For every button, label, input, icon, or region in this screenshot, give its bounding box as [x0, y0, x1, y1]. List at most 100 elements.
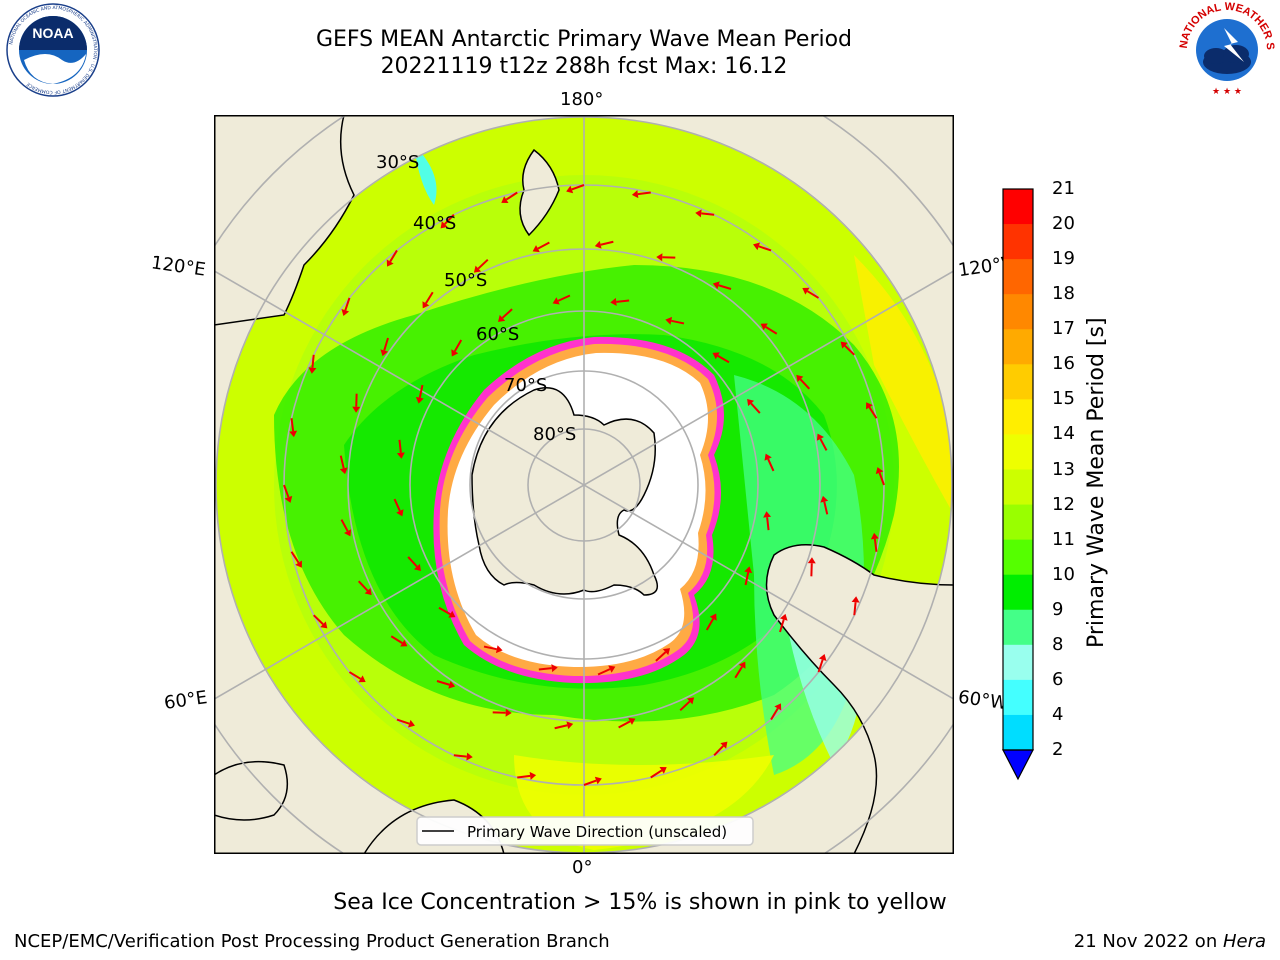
- wave-arrow: [583, 779, 597, 786]
- wave-arrow: [438, 606, 451, 616]
- map-legend: Primary Wave Direction (unscaled): [416, 816, 754, 846]
- wave-arrowhead: [774, 703, 782, 711]
- footer-branch: NCEP/EMC/Verification Post Processing Pr…: [14, 931, 610, 952]
- wave-arrowhead: [505, 708, 512, 717]
- colorbar-tick-label: 8: [1052, 633, 1064, 655]
- wave-arrow: [655, 651, 667, 662]
- colorbar-swatch: [1003, 504, 1033, 541]
- chart-title: GEFS MEAN Antarctic Primary Wave Mean Pe…: [315, 27, 853, 52]
- wave-arrowhead: [709, 613, 717, 621]
- wave-arrow: [873, 538, 878, 552]
- wave-arrow: [744, 572, 750, 586]
- wave-arrow: [393, 498, 401, 512]
- wave-arrowhead: [875, 467, 884, 475]
- wave-arrowhead: [284, 495, 293, 503]
- colorbar-swatch: [1003, 609, 1033, 646]
- wave-arrowhead: [712, 352, 720, 360]
- wave-arrowhead: [408, 719, 415, 728]
- wave-arrowhead: [662, 648, 670, 656]
- wave-arrowhead: [501, 196, 509, 203]
- wave-arrowhead: [466, 752, 473, 761]
- wave-arrow: [616, 299, 630, 303]
- wave-arrowhead: [495, 645, 503, 654]
- wave-arrowhead: [796, 374, 804, 383]
- antarctica-continent: [471, 387, 659, 596]
- wave-arrowhead: [498, 314, 506, 322]
- wave-arrow: [477, 258, 489, 270]
- wave-arrow: [718, 284, 732, 290]
- wave-arrowhead: [551, 664, 558, 673]
- wave-arrow: [483, 645, 497, 651]
- colorbar: [1002, 188, 1034, 781]
- wave-arrow: [436, 680, 450, 686]
- wave-arrowhead: [364, 587, 372, 596]
- colorbar-swatch: [1003, 539, 1033, 576]
- wave-arrowhead: [295, 560, 302, 568]
- wave-arrowhead: [451, 349, 459, 357]
- colorbar-tick-label: 19: [1052, 248, 1075, 270]
- wave-arrowhead: [440, 221, 448, 229]
- wave-arrowhead: [610, 297, 617, 306]
- wave-arrow: [313, 614, 324, 625]
- wave-arrow: [671, 319, 685, 325]
- wave-arrow: [705, 618, 715, 631]
- wave-arrowhead: [840, 341, 848, 349]
- colorbar-tick-label: 12: [1052, 493, 1075, 515]
- wave-arrowhead: [344, 529, 352, 537]
- colorbar-tick-label: 10: [1052, 563, 1075, 585]
- colorbar-swatch: [1003, 294, 1033, 330]
- meridian-label-120e: 120°E: [149, 252, 207, 281]
- meridian-label-180: 180°: [560, 89, 604, 110]
- wave-arrow: [340, 519, 349, 532]
- wave-arrow: [868, 406, 878, 419]
- wave-arrowhead: [820, 495, 829, 503]
- colorbar-swatch: [1003, 574, 1033, 611]
- colorbar-swatch: [1003, 329, 1033, 365]
- sea-ice-note: Sea Ice Concentration > 15% is shown in …: [333, 890, 947, 915]
- wave-arrow: [679, 700, 691, 712]
- wave-arrowhead: [779, 613, 788, 621]
- wave-arrowhead: [712, 281, 720, 290]
- colorbar-tick-label: 2: [1052, 739, 1064, 760]
- wave-arrow: [505, 191, 518, 201]
- wave-arrow: [290, 551, 300, 564]
- wave-arrow: [765, 326, 778, 335]
- colorbar-tick-label: 17: [1052, 318, 1075, 340]
- wave-arrow: [878, 472, 885, 486]
- meridian-label-60e: 60°E: [162, 687, 209, 714]
- wave-arrow: [389, 249, 398, 263]
- wave-arrow: [618, 720, 631, 729]
- wave-arrow: [339, 455, 345, 469]
- noaa-logo-icon: NOAA NATIONAL OCEANIC AND ATMOSPHERIC AD…: [6, 3, 100, 97]
- wave-arrowhead: [760, 323, 768, 331]
- wave-arrowhead: [594, 240, 602, 249]
- colorbar-swatch: [1003, 469, 1033, 506]
- wave-arrowhead: [386, 259, 394, 267]
- wave-arrowhead: [818, 654, 827, 661]
- wave-arrowhead: [400, 639, 408, 647]
- wave-arrow: [819, 438, 828, 451]
- wave-arrowhead: [473, 265, 482, 273]
- wave-arrow: [453, 754, 467, 758]
- colorbar-swatch: [1003, 679, 1033, 716]
- wave-arrowhead: [529, 771, 537, 780]
- lat-label-70s: 70°S: [504, 375, 548, 396]
- colorbar-under-arrow: [1002, 749, 1034, 781]
- wave-arrowhead: [608, 665, 616, 673]
- wave-arrowhead: [422, 301, 430, 309]
- colorbar-tick-label: 16: [1052, 353, 1075, 375]
- colorbar-tick-label: 9: [1052, 598, 1064, 620]
- wave-arrow: [823, 501, 829, 515]
- colorbar-swatch: [1003, 224, 1033, 260]
- wave-arrowhead: [866, 402, 873, 410]
- wave-arrow: [357, 580, 369, 592]
- wave-arrowhead: [738, 661, 746, 669]
- wave-arrow: [799, 378, 811, 390]
- wave-arrowhead: [802, 287, 810, 295]
- wave-arrow: [537, 241, 550, 250]
- wave-arrowhead: [659, 767, 667, 774]
- colorbar-tick-label: 21: [1052, 178, 1075, 199]
- wave-arrowhead: [695, 209, 702, 218]
- wave-arrow: [383, 337, 389, 351]
- wave-arrowhead: [339, 467, 348, 475]
